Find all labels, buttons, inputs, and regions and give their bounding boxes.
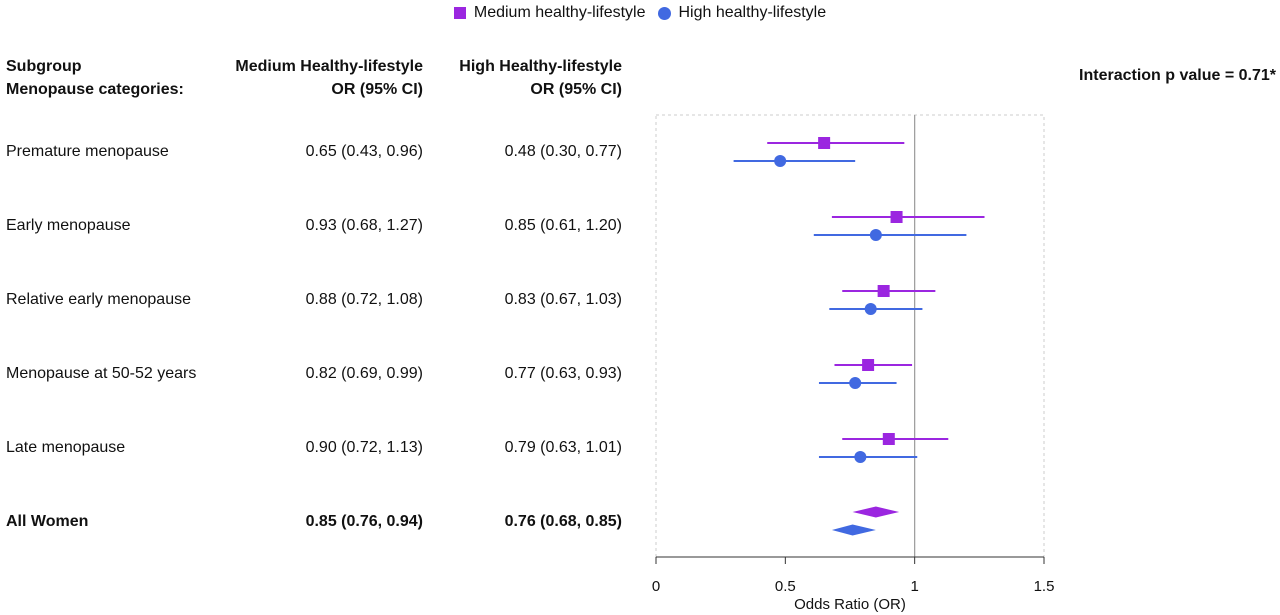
point-estimate-circle (774, 155, 787, 167)
subgroup-header: Subgroup Menopause categories: (6, 55, 184, 101)
legend: Medium healthy-lifestyle High healthy-li… (0, 2, 1280, 24)
x-tick-label: 0.5 (775, 578, 796, 595)
high-or-value: 0.85 (0.61, 1.20) (504, 217, 622, 234)
row-label: Menopause at 50-52 years (6, 365, 197, 382)
medium-column-sub: OR (95% CI) (331, 81, 423, 98)
row-label: All Women (6, 513, 89, 530)
high-or-value: 0.48 (0.30, 0.77) (504, 143, 622, 160)
point-estimate-circle (869, 229, 882, 241)
medium-or-value: 0.65 (0.43, 0.96) (305, 143, 423, 160)
medium-or-value: 0.90 (0.72, 1.13) (305, 439, 423, 456)
x-tick-label: 1.5 (1034, 578, 1055, 595)
row-label: Relative early menopause (6, 291, 191, 308)
plot-marks (733, 115, 985, 557)
legend-item-medium: Medium healthy-lifestyle (453, 4, 646, 22)
point-estimate-circle (864, 303, 877, 315)
row-label: Early menopause (6, 217, 131, 234)
point-estimate-square (862, 359, 875, 371)
medium-column-header: Medium Healthy-lifestyle OR (95% CI) (200, 55, 423, 101)
square-marker-icon (453, 7, 466, 19)
circle-marker-icon (657, 6, 671, 20)
subgroup-title: Subgroup (6, 58, 82, 75)
point-estimate-square (877, 285, 890, 297)
medium-or-value: 0.82 (0.69, 0.99) (305, 365, 423, 382)
row-label: Premature menopause (6, 143, 169, 160)
high-or-value: 0.77 (0.63, 0.93) (504, 365, 622, 382)
point-estimate-circle (854, 451, 867, 463)
category-title: Menopause categories: (6, 81, 184, 98)
x-tick-label: 0 (652, 578, 660, 595)
legend-medium-label: Medium healthy-lifestyle (473, 4, 646, 21)
high-column-header: High Healthy-lifestyle OR (95% CI) (400, 55, 622, 101)
high-or-value: 0.83 (0.67, 1.03) (504, 291, 622, 308)
high-or-value: 0.76 (0.68, 0.85) (504, 513, 622, 530)
x-axis-title: Odds Ratio (OR) (794, 596, 906, 613)
row-label: Late menopause (6, 439, 126, 456)
medium-or-value: 0.88 (0.72, 1.08) (305, 291, 423, 308)
medium-or-value: 0.93 (0.68, 1.27) (305, 217, 423, 234)
high-column-sub: OR (95% CI) (530, 81, 622, 98)
summary-diamond (852, 506, 900, 518)
legend-high-label: High healthy-lifestyle (678, 4, 827, 21)
high-column-title: High Healthy-lifestyle (459, 58, 622, 75)
point-estimate-square (882, 433, 895, 445)
x-tick-label: 1 (910, 578, 918, 595)
point-estimate-square (890, 211, 903, 223)
point-estimate-square (818, 137, 831, 149)
summary-diamond (831, 524, 876, 536)
medium-or-value: 0.85 (0.76, 0.94) (305, 513, 423, 530)
point-estimate-circle (849, 377, 862, 389)
medium-column-title: Medium Healthy-lifestyle (235, 58, 423, 75)
interaction-p-value: Interaction p value = 0.71* (1079, 67, 1276, 84)
x-axis: 0 0.5 1 1.5 Odds Ratio (OR) (652, 556, 1055, 613)
high-or-value: 0.79 (0.63, 1.01) (504, 439, 622, 456)
plot-area-border (655, 114, 1045, 558)
legend-item-high: High healthy-lifestyle (657, 4, 827, 22)
